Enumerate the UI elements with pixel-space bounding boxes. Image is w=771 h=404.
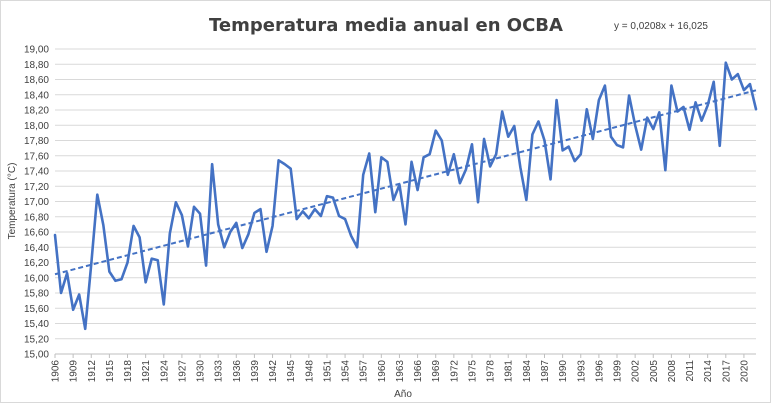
y-tick-label: 15,80: [24, 289, 49, 300]
x-tick-label: 1906: [51, 360, 62, 383]
x-tick-label: 1915: [105, 360, 116, 383]
y-tick-label: 18,20: [24, 106, 49, 117]
x-tick-label: 1969: [431, 360, 442, 383]
y-axis-ticks: 15,00 15,20 15,40 15,60 15,80 16,00 16,20 16,40…: [24, 45, 49, 361]
x-tick-label: 1972: [449, 360, 460, 383]
x-axis-label: Año: [394, 389, 412, 400]
x-tick-label: 1975: [467, 360, 478, 383]
trendline-equation: y = 0,0208x + 16,025: [614, 21, 708, 32]
temperature-series-line: [53, 61, 758, 331]
gridlines: [55, 48, 756, 355]
x-tick-label: 1927: [177, 360, 188, 383]
y-tick-label: 18,60: [24, 75, 49, 86]
y-tick-label: 16,00: [24, 273, 49, 284]
x-tick-label: 2011: [685, 360, 696, 382]
x-tick-label: 1930: [196, 360, 207, 383]
x-tick-label: 1966: [413, 360, 424, 383]
y-tick-label: 16,60: [24, 228, 49, 239]
x-tick-label: 1939: [250, 360, 261, 383]
y-tick-label: 17,40: [24, 167, 49, 178]
x-tick-label: 1990: [558, 360, 569, 383]
x-tick-label: 1957: [359, 360, 370, 383]
x-tick-label: 1948: [304, 360, 315, 383]
x-tick-label: 2014: [703, 360, 714, 383]
x-tick-label: 1981: [504, 360, 515, 383]
y-tick-label: 16,20: [24, 258, 49, 269]
x-tick-label: 2005: [649, 360, 660, 383]
x-tick-label: 1999: [613, 360, 624, 383]
x-tick-label: 1951: [322, 360, 333, 383]
y-tick-label: 19,00: [24, 45, 49, 56]
x-tick-label: 1942: [268, 360, 279, 383]
x-tick-label: 1918: [123, 360, 134, 383]
x-tick-label: 2002: [631, 360, 642, 383]
x-tick-label: 1909: [69, 360, 80, 383]
y-tick-label: 16,80: [24, 212, 49, 223]
x-tick-label: 1996: [594, 360, 605, 383]
y-tick-label: 17,80: [24, 136, 49, 147]
x-tick-label: 1945: [286, 360, 297, 383]
y-tick-label: 16,40: [24, 243, 49, 254]
x-tick-label: 1993: [576, 360, 587, 383]
y-tick-label: 15,60: [24, 304, 49, 315]
x-axis-ticks: 1906 1909 1912 1915 1918 1921 1924 1927 1930 1933…: [51, 354, 750, 383]
x-tick-label: 1984: [522, 360, 533, 383]
y-tick-label: 17,20: [24, 182, 49, 193]
x-tick-label: 1987: [540, 360, 551, 383]
x-tick-label: 1933: [214, 360, 225, 383]
chart-title: Temperatura media anual en OCBA: [209, 15, 563, 36]
x-tick-label: 2008: [667, 360, 678, 383]
x-tick-label: 1978: [486, 360, 497, 383]
y-tick-label: 15,00: [24, 350, 49, 361]
y-tick-label: 18,40: [24, 90, 49, 101]
x-tick-label: 2020: [739, 360, 750, 383]
y-axis-label: Temperatura (°C): [7, 163, 18, 240]
x-tick-label: 2017: [721, 360, 732, 383]
y-tick-label: 18,00: [24, 121, 49, 132]
x-tick-label: 1963: [395, 360, 406, 383]
x-tick-label: 1954: [341, 360, 352, 383]
y-tick-label: 15,20: [24, 334, 49, 345]
y-tick-label: 17,60: [24, 151, 49, 162]
y-tick-label: 18,80: [24, 60, 49, 71]
x-tick-label: 1924: [159, 360, 170, 383]
x-tick-label: 1912: [87, 360, 98, 383]
trendline: [54, 89, 757, 276]
y-tick-label: 15,40: [24, 319, 49, 330]
plot-area: [53, 61, 758, 331]
x-tick-label: 1936: [232, 360, 243, 383]
x-tick-label: 1960: [377, 360, 388, 383]
x-tick-label: 1921: [141, 360, 152, 383]
y-tick-label: 17,00: [24, 197, 49, 208]
